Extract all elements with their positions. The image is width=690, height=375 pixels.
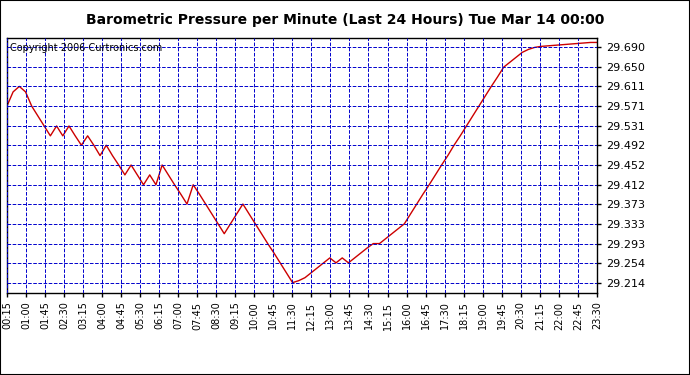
Text: Barometric Pressure per Minute (Last 24 Hours) Tue Mar 14 00:00: Barometric Pressure per Minute (Last 24 … bbox=[86, 13, 604, 27]
Text: Copyright 2006 Curtronics.com: Copyright 2006 Curtronics.com bbox=[10, 43, 162, 52]
